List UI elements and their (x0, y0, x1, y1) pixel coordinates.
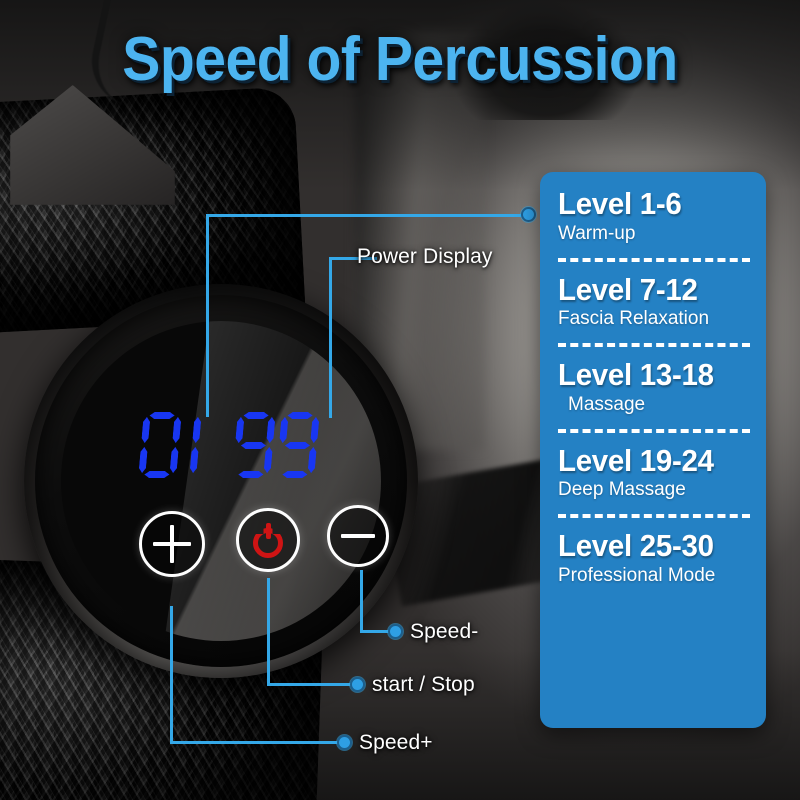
face-bezel (35, 295, 407, 667)
level-mode-3: Massage (568, 393, 646, 415)
level-item-4: Level 19-24 Deep Massage (540, 442, 766, 502)
speed-down-button[interactable] (327, 505, 389, 567)
level-mode-4: Deep Massage (558, 479, 686, 501)
callout-dot-speed-down (388, 624, 403, 639)
level-divider-2 (558, 343, 750, 347)
callout-line-speed-up-vertical (170, 606, 173, 744)
led-digit-gear-ones (181, 412, 207, 478)
plus-icon (153, 525, 191, 563)
callout-dot-power-display (521, 207, 536, 222)
callout-label-start-stop: start / Stop (372, 673, 475, 696)
callout-line-display-2-horizontal (329, 257, 377, 260)
level-item-1: Level 1-6 Warm-up (540, 188, 766, 245)
callout-label-power-display: Power Display (357, 245, 493, 268)
level-range-5: Level 25-30 (558, 528, 714, 563)
level-mode-2: Fascia Relaxation (558, 308, 710, 330)
level-divider-3 (558, 428, 750, 433)
face-glass-panel (61, 321, 381, 641)
power-button[interactable] (236, 508, 300, 572)
level-mode-5: Professional Mode (558, 564, 716, 586)
level-divider-1 (558, 257, 750, 262)
led-digit-speed-ones (275, 412, 321, 478)
callout-line-display-2-vertical (329, 257, 332, 418)
level-range-2: Level 7-12 (558, 271, 698, 307)
level-range-3: Level 13-18 (558, 357, 714, 392)
massage-gun-face (24, 284, 418, 678)
level-range-1: Level 1-6 (558, 186, 682, 221)
callout-line-display-1-vertical (206, 214, 209, 417)
callout-dot-start-stop (350, 677, 365, 692)
callout-label-speed-down: Speed- (410, 620, 479, 643)
glass-highlight (148, 321, 381, 641)
power-display-readout (140, 412, 322, 478)
led-digit-speed-tens (231, 412, 277, 478)
speed-up-button[interactable] (139, 511, 205, 577)
page-title: Speed of Percussion (122, 25, 678, 94)
speed-level-panel: Level 1-6 Warm-up Level 7-12 Fascia Rela… (540, 172, 766, 728)
level-item-2: Level 7-12 Fascia Relaxation (540, 271, 766, 331)
callout-line-speed-down-horizontal (360, 630, 400, 633)
callout-label-speed-up: Speed+ (359, 731, 433, 754)
minus-icon (341, 533, 375, 539)
callout-line-start-stop-horizontal (267, 683, 357, 686)
level-range-4: Level 19-24 (558, 442, 714, 478)
level-item-5: Level 25-30 Professional Mode (540, 530, 766, 587)
callout-line-speed-down-vertical (360, 570, 363, 633)
led-digit-gear-tens (137, 412, 183, 478)
power-icon (251, 523, 285, 558)
callout-line-display-1-horizontal (206, 214, 528, 217)
level-mode-1: Warm-up (558, 222, 636, 244)
level-divider-4 (558, 514, 750, 518)
callout-line-speed-up-horizontal (170, 741, 345, 744)
callout-dot-speed-up (337, 735, 352, 750)
level-item-3: Level 13-18 Massage (540, 359, 766, 416)
callout-line-start-stop-vertical (267, 578, 270, 686)
